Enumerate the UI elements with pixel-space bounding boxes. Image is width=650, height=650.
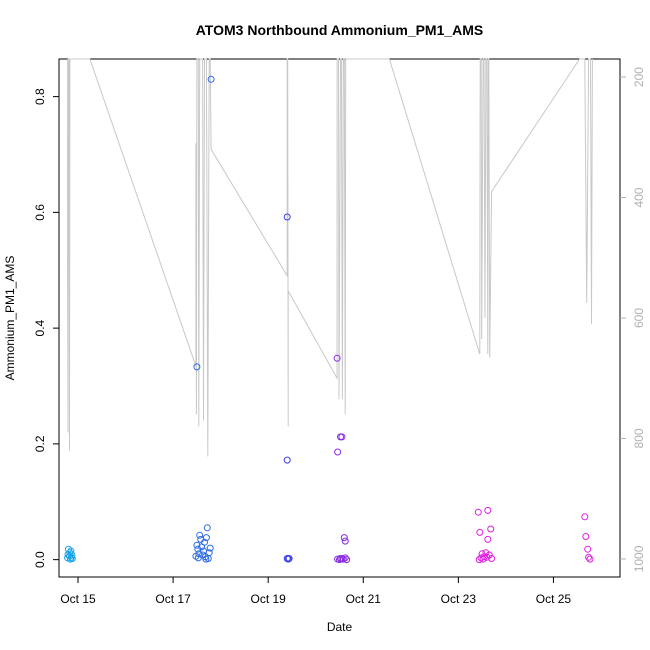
data-point	[484, 535, 492, 543]
data-point	[476, 528, 484, 536]
x-axis: Oct 15 Oct 17 Oct 19 Oct 21 Oct 23 Oct 25	[60, 577, 571, 606]
data-point	[66, 549, 74, 557]
x-tick-label: Oct 17	[155, 592, 191, 606]
data-point	[484, 506, 492, 514]
y2-tick-label: 200	[632, 67, 646, 87]
data-point	[285, 555, 293, 562]
data-point	[206, 544, 214, 552]
data-point	[201, 538, 208, 546]
data-point	[479, 555, 487, 563]
y-tick-label: 0.0	[33, 551, 47, 568]
y2-tick-label: 1000	[632, 545, 646, 572]
data-point	[193, 363, 201, 371]
y-tick-label: 0.8	[33, 88, 47, 105]
x-tick-label: Oct 25	[536, 592, 572, 606]
data-point	[584, 545, 592, 553]
data-point	[485, 551, 493, 559]
data-point	[483, 553, 491, 561]
data-point	[205, 549, 213, 557]
x-axis-label: Date	[327, 620, 353, 634]
data-point	[334, 448, 342, 456]
data-point	[337, 555, 344, 562]
y-axis: 0.0 0.2 0.4 0.6 0.8	[33, 88, 59, 568]
x-tick-label: Oct 23	[441, 592, 477, 606]
x-tick-label: Oct 15	[60, 592, 96, 606]
x-tick-label: Oct 21	[346, 592, 382, 606]
data-point	[203, 524, 211, 532]
y2-tick-label: 400	[632, 187, 646, 207]
data-point	[339, 555, 347, 563]
data-point	[488, 555, 496, 562]
data-point	[202, 555, 210, 563]
data-point	[581, 513, 589, 521]
y2-tick-label: 800	[632, 428, 646, 448]
data-point	[582, 533, 590, 540]
data-point	[202, 534, 210, 542]
data-point	[193, 541, 201, 549]
y2-tick-label: 600	[632, 308, 646, 328]
y-tick-label: 0.6	[33, 204, 47, 221]
data-point	[207, 75, 215, 83]
data-point	[341, 537, 349, 545]
data-point	[194, 554, 202, 562]
data-point	[341, 554, 349, 562]
x-tick-label: Oct 19	[251, 592, 287, 606]
data-point	[283, 213, 291, 221]
y-tick-label: 0.4	[33, 319, 47, 336]
data-point	[68, 555, 76, 562]
data-point	[283, 456, 291, 464]
data-point	[487, 525, 495, 533]
data-point	[196, 531, 204, 539]
data-point	[338, 433, 346, 441]
data-point	[68, 551, 76, 559]
y2-axis: 200 400 600 800 1000	[620, 67, 646, 572]
data-point	[333, 354, 341, 362]
line-series	[67, 58, 593, 457]
y-tick-label: 0.2	[33, 435, 47, 452]
data-point	[340, 534, 348, 542]
data-point	[64, 550, 72, 558]
plot-area	[64, 58, 594, 564]
data-point	[585, 553, 593, 561]
y-axis-label: Ammonium_PM1_AMS	[3, 256, 17, 381]
chart-title: ATOM3 Northbound Ammonium_PM1_AMS	[196, 22, 484, 38]
data-point	[586, 555, 594, 563]
data-point	[474, 508, 482, 516]
data-point	[475, 556, 483, 564]
